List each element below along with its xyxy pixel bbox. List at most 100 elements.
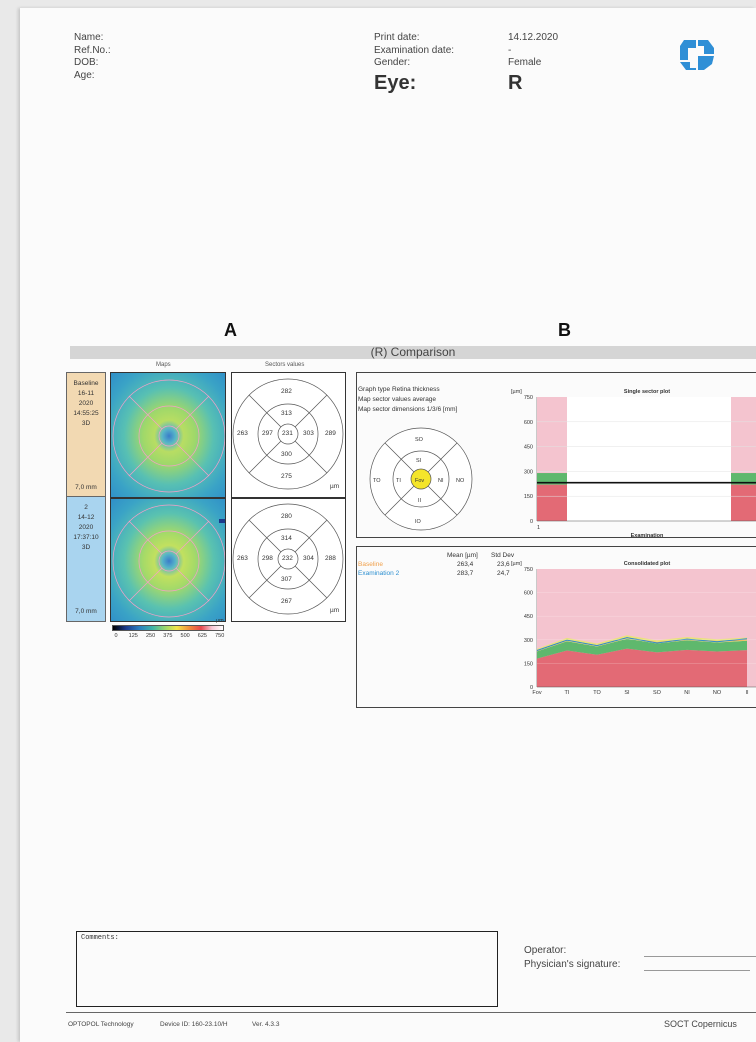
legend-unit: µm	[216, 618, 224, 624]
patient-labels: Name: Ref.No.: DOB: Age:	[74, 32, 111, 82]
single-sector-plot: [µm] Single sector plot 750 600 450 300 150 01 E…	[511, 389, 756, 537]
stats-name-exam2: Examination 2	[358, 570, 400, 577]
legend-tick: 250	[145, 633, 156, 639]
stats-name-baseline: Baseline	[358, 561, 383, 568]
x-tick-label: SO	[653, 690, 662, 696]
x-tick-label: Fov	[532, 690, 541, 696]
thickness-map-examination-2	[110, 498, 226, 622]
sector-outer-left: 263	[237, 430, 248, 437]
stats-std-exam2: 24,7	[497, 570, 510, 577]
diagram-si: SI	[416, 458, 422, 464]
y-tick-label: 750	[524, 395, 533, 401]
maps-header: Maps	[156, 362, 171, 368]
legend-tick: 0	[114, 633, 118, 639]
map-sector-dimensions-line: Map sector dimensions 1/3/6 [mm]	[358, 406, 458, 413]
x-axis-label: Examination	[631, 533, 664, 537]
sector-outer-right: 289	[325, 430, 336, 437]
exam-line: 2020	[78, 524, 94, 531]
exam-info-examination-2: 2 14-12 2020 17:37:10 3D 7,0 mm	[66, 496, 106, 622]
sector-values-baseline: 282 313 263 297 231 303 289 300 275 µm	[231, 372, 346, 498]
y-tick-label: 300	[524, 638, 533, 644]
sector-center: 231	[282, 430, 293, 437]
diagram-so: SO	[415, 437, 423, 443]
sector-outer-right: 288	[325, 555, 336, 562]
legend-tick: 750	[215, 633, 225, 639]
y-tick-label: 600	[524, 420, 533, 426]
sector-inner-top: 314	[281, 535, 292, 542]
thickness-map-baseline	[110, 372, 226, 498]
exam-line: 3D	[81, 420, 91, 427]
sector-unit: µm	[330, 607, 340, 614]
eye-value: R	[508, 72, 523, 94]
gender-value: Female	[508, 57, 542, 68]
sector-outer-top: 280	[281, 513, 292, 520]
comments-box[interactable]: Comments:	[76, 931, 498, 1007]
panel-letter-b: B	[558, 320, 571, 340]
diagram-to: TO	[373, 478, 381, 484]
sector-inner-left: 297	[262, 430, 273, 437]
color-scale-ticks: 0 125 250 375 500 625 750	[114, 633, 225, 641]
consolidated-plot: [µm] Consolidated plot 750 600 450 300 150 0Fov…	[511, 561, 756, 696]
x-tick-label: 1	[537, 525, 540, 531]
footer-version: Ver. 4.3.3	[252, 1021, 280, 1028]
diagram-io: IO	[415, 519, 421, 525]
print-date-value: 14.12.2020	[508, 32, 559, 43]
normal-range-area	[537, 638, 747, 659]
diagram-fov[interactable]: Fov	[415, 478, 425, 484]
x-tick-label: TO	[593, 690, 601, 696]
exam-line: 14:55:25	[73, 410, 99, 417]
sectors-header: Sectors values	[265, 362, 305, 368]
diagram-ii: II	[418, 498, 422, 504]
section-header-bar: (R) Comparison	[70, 345, 756, 359]
ref-label: Ref.No.:	[74, 44, 111, 56]
y-tick-label: 0	[530, 519, 533, 525]
exam-date-value: -	[508, 44, 512, 56]
green-band-left	[537, 473, 567, 485]
graph-type-line: Graph type Retina thickness	[358, 386, 440, 393]
section-title: (R) Comparison	[370, 345, 456, 359]
sector-selection-diagram	[369, 427, 473, 531]
x-tick-label: TI	[565, 690, 570, 696]
x-tick-label: II	[745, 690, 749, 696]
signature-label: Physician's signature:	[524, 959, 621, 970]
exam-values: 14.12.2020 - Female	[508, 32, 558, 70]
age-label: Age:	[74, 69, 95, 81]
optopol-logo-icon	[680, 40, 714, 70]
diagram-ti: TI	[396, 478, 401, 484]
y-axis-label: [µm]	[511, 561, 522, 567]
graph-panel: Graph type Retina thickness Map sector v…	[356, 372, 756, 538]
sector-inner-right: 304	[303, 555, 314, 562]
operator-label: Operator:	[524, 945, 567, 956]
exam-line: 3D	[81, 544, 91, 551]
thin-range-band-left	[537, 484, 567, 521]
sector-inner-top: 313	[281, 410, 292, 417]
exam-line: 16-11	[77, 390, 95, 397]
exam-info-baseline: Baseline 16-11 2020 14:55:25 3D 7,0 mm	[66, 372, 106, 498]
legend-tick: 625	[197, 633, 207, 639]
map-sector-values-line: Map sector values average	[358, 396, 437, 403]
thin-range-area	[537, 648, 747, 687]
exam-labels: Print date: Examination date: Gender:	[374, 32, 454, 70]
y-tick-label: 150	[524, 494, 533, 500]
print-date-label: Print date:	[374, 32, 420, 43]
color-scale-bar	[112, 625, 224, 631]
y-tick-label: 450	[524, 445, 533, 451]
x-tick-label: SI	[624, 690, 630, 696]
panel-letter-a: A	[224, 320, 237, 340]
signature-line	[644, 970, 750, 971]
sector-outer-left: 263	[237, 555, 248, 562]
chart-title: Single sector plot	[624, 389, 670, 395]
exam-line: 2020	[78, 400, 94, 407]
exam-line: 2	[84, 504, 88, 511]
y-axis-label: [µm]	[511, 389, 522, 395]
series-line-examination-2	[536, 637, 748, 651]
green-band-right	[731, 473, 756, 485]
y-tick-label: 750	[524, 567, 533, 573]
operator-line	[644, 956, 756, 957]
report-page: Name: Ref.No.: DOB: Age: Print date: Exa…	[20, 8, 756, 1042]
mean-header: Mean [µm]	[447, 552, 478, 559]
legend-tick: 375	[163, 633, 173, 639]
sector-values-examination-2: 280 314 263 298 232 304 288 307 267 µm	[231, 498, 346, 622]
exam-line: 14-12	[77, 514, 95, 521]
consolidated-panel: Mean [µm] Std Dev Baseline 263,4 23,6 Ex…	[356, 546, 756, 708]
